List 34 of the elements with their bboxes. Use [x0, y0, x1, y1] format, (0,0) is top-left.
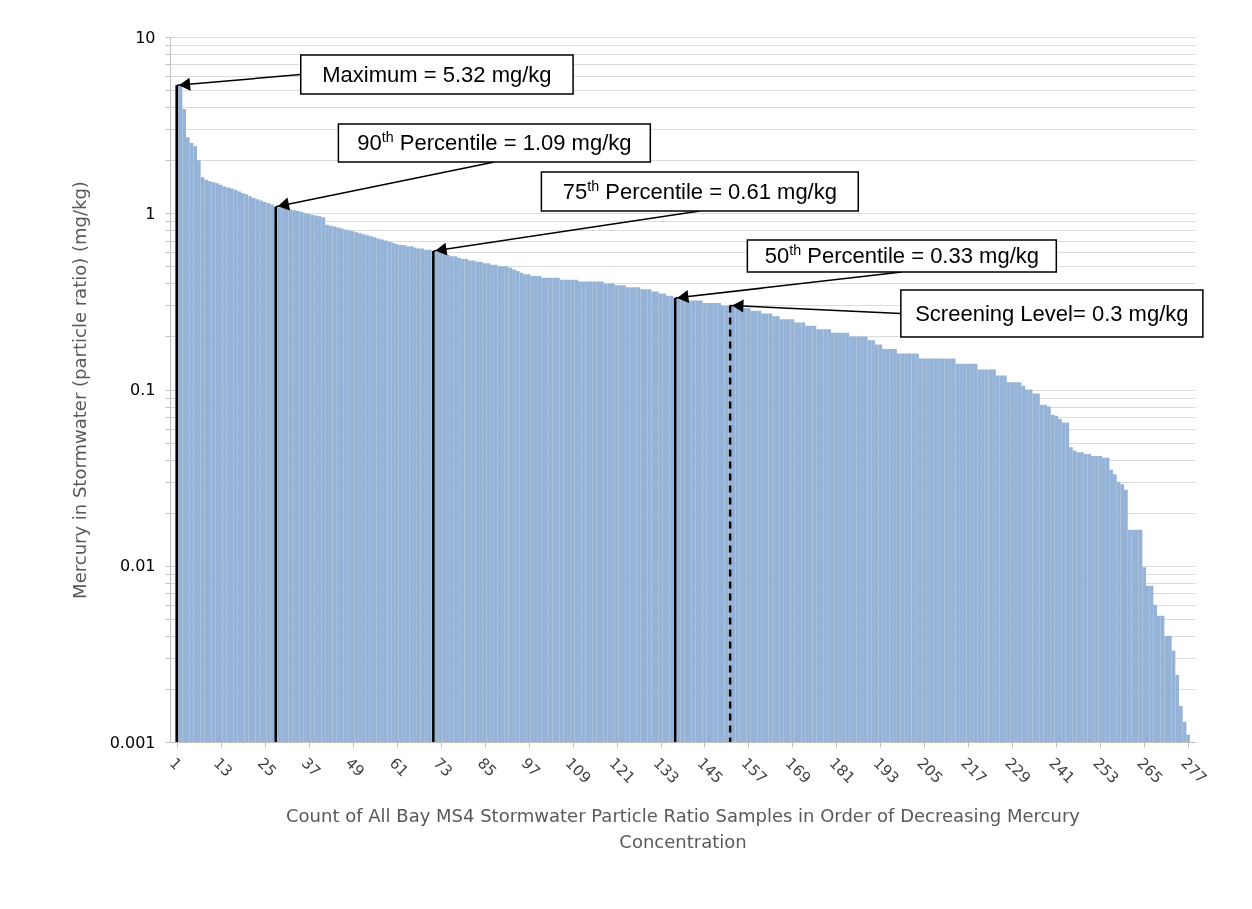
- annotation: Maximum = 5.32 mg/kg: [322, 61, 552, 87]
- y-tick-label: 1: [145, 203, 156, 223]
- x-tick-label: 25: [253, 754, 281, 781]
- annotation: 90$^{th}$ Percentile = 1.09 mg/kg: [357, 129, 632, 155]
- x-tick-label: 97: [517, 754, 545, 781]
- y-tick-label: 10: [135, 27, 156, 47]
- x-tick-label: 61: [385, 754, 413, 781]
- x-tick-label: 13: [209, 754, 237, 781]
- x-tick-label: 157: [737, 754, 771, 788]
- y-tick-label: 0.01: [119, 556, 156, 576]
- x-tick-label: 49: [341, 754, 369, 781]
- y-axis-title: Mercury in Stormwater (particle ratio) (mg/kg): [68, 181, 90, 599]
- y-tick-label: 0.1: [130, 380, 156, 399]
- x-tick-label: 277: [1177, 754, 1211, 788]
- x-tick-label: 133: [649, 754, 683, 788]
- annotation: 50$^{th}$ Percentile = 0.33 mg/kg: [764, 242, 1039, 268]
- x-tick-label: 169: [781, 754, 815, 788]
- x-tick-label: 217: [957, 754, 991, 788]
- x-tick-label: 193: [869, 754, 903, 788]
- x-tick-label: 265: [1133, 754, 1167, 788]
- x-axis-title: Count of All Bay MS4 Stormwater Particle Ratio Samples in Order of Decreasing Mercury Concentration: [286, 805, 1081, 853]
- x-tick-label: 85: [473, 754, 501, 781]
- x-tick-label: 121: [605, 754, 639, 788]
- x-tick-label: 205: [913, 754, 947, 788]
- x-tick-label: 109: [561, 754, 595, 788]
- x-tick-label: 229: [1001, 754, 1035, 788]
- annotation: 75$^{th}$ Percentile = 0.61 mg/kg: [562, 177, 837, 204]
- x-tick-label: 73: [429, 754, 457, 781]
- x-tick-label: 181: [825, 754, 859, 788]
- annotation: Screening Level= 0.3 mg/kg: [915, 300, 1189, 326]
- x-tick-label: 1: [166, 754, 186, 774]
- y-tick-label: 0.001: [109, 732, 156, 752]
- x-tick-label: 145: [693, 754, 727, 788]
- x-tick-label: 37: [297, 754, 325, 781]
